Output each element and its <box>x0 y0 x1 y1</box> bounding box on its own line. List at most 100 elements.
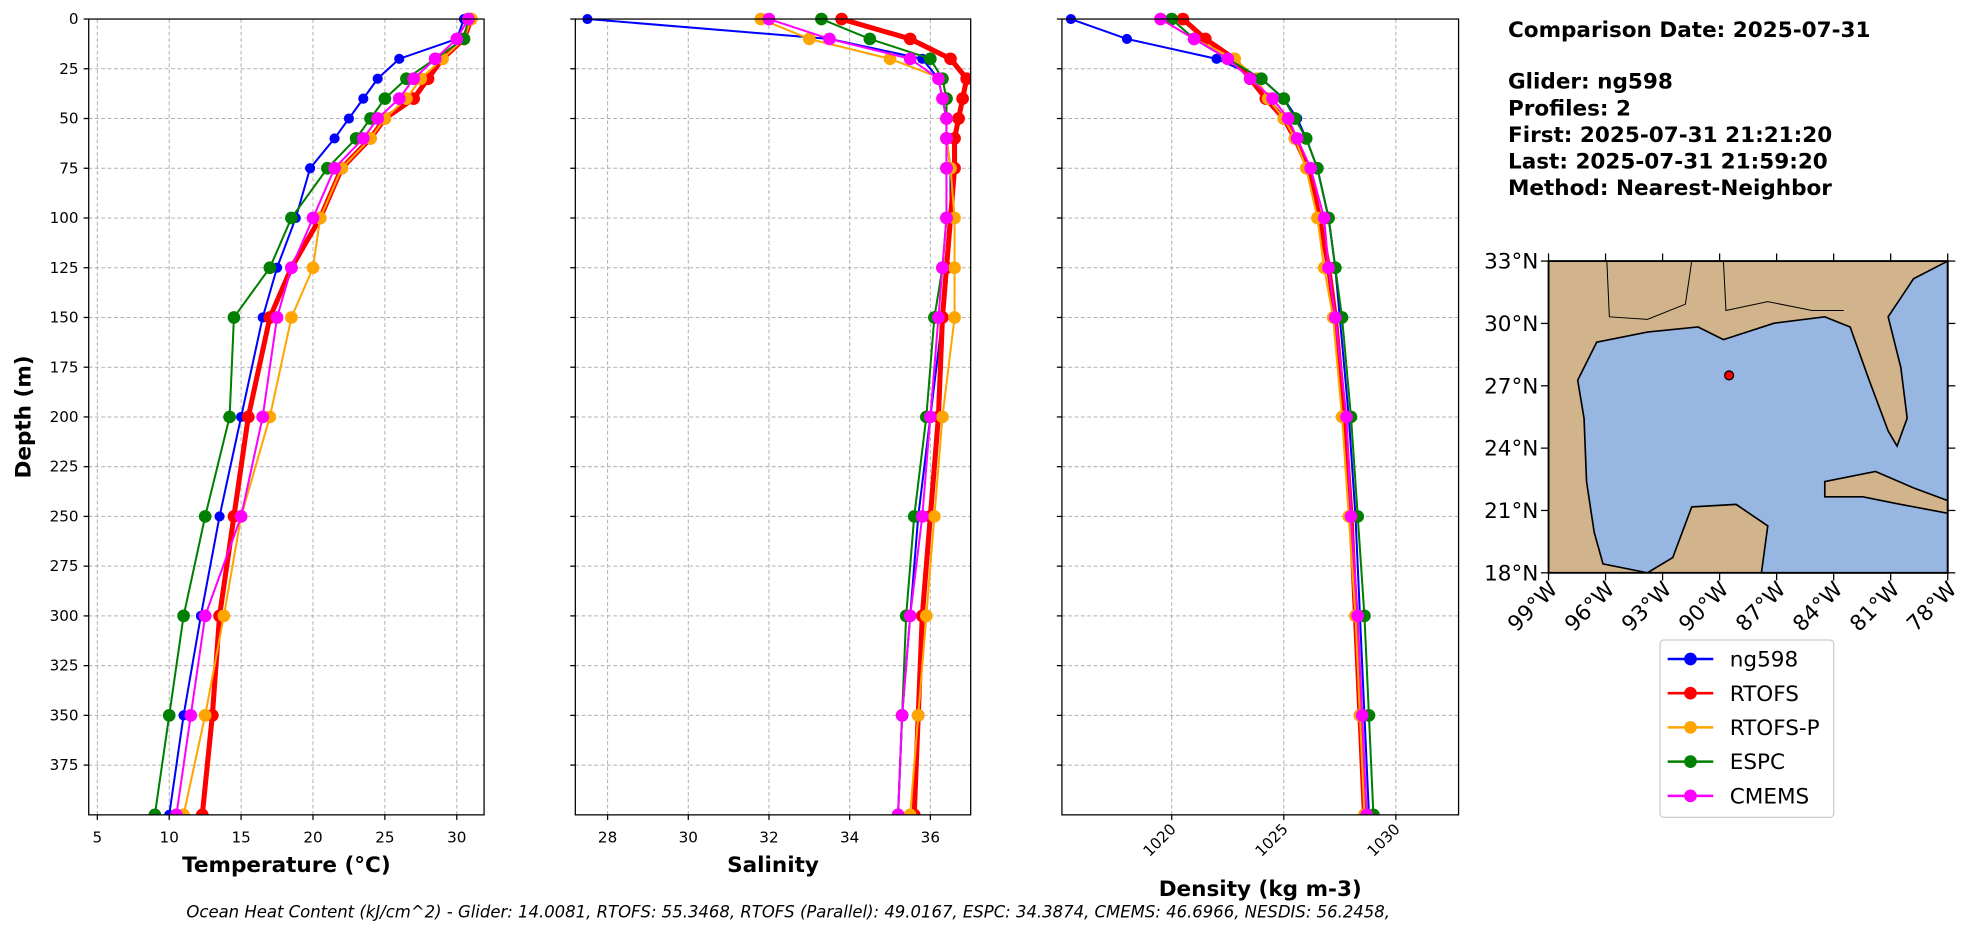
x-tick-label: 15 <box>231 829 250 847</box>
point <box>1328 311 1342 324</box>
point <box>170 808 183 815</box>
point <box>372 73 383 84</box>
x-tick-label: 36 <box>921 829 940 847</box>
point <box>932 72 945 86</box>
point <box>1355 709 1369 722</box>
y-tick-label: 175 <box>50 358 79 376</box>
point <box>198 609 212 623</box>
legend-label: ng598 <box>1730 648 1798 673</box>
legend-label: RTOFS-P <box>1730 716 1820 741</box>
point <box>1211 53 1222 64</box>
lon-label: 87°W <box>1731 577 1791 637</box>
point <box>911 709 925 722</box>
x-tick-label: 32 <box>759 829 778 847</box>
point <box>256 410 270 424</box>
point <box>936 261 949 275</box>
x-tick-label: 30 <box>447 829 466 847</box>
point <box>285 311 298 324</box>
x-tick-label: 5 <box>92 829 102 847</box>
point <box>1360 808 1374 815</box>
legend-label: RTOFS <box>1730 682 1799 707</box>
y-tick-label: 225 <box>50 458 79 476</box>
info-line: Profiles: 2 <box>1508 96 1631 121</box>
series-line <box>1171 18 1375 815</box>
legend <box>1659 639 1835 819</box>
lon-label: 78°W <box>1902 577 1962 637</box>
x-tick-label: 28 <box>598 829 617 847</box>
lat-label: 24°N <box>1484 437 1538 462</box>
axes-frame <box>574 18 972 816</box>
lat-label: 27°N <box>1484 374 1538 399</box>
point <box>960 72 971 86</box>
info-line: First: 2025-07-31 21:21:20 <box>1508 123 1832 148</box>
point <box>891 808 905 815</box>
point <box>450 32 464 46</box>
point <box>358 93 369 104</box>
point <box>1290 132 1304 145</box>
point <box>394 53 405 64</box>
point <box>285 211 298 225</box>
axes-frame <box>1061 18 1460 816</box>
point <box>948 261 961 275</box>
lon-label: 84°W <box>1788 577 1848 637</box>
series-line <box>175 18 470 815</box>
y-tick-label: 150 <box>50 309 79 327</box>
point <box>940 211 953 225</box>
point <box>356 132 370 145</box>
lon-label: 81°W <box>1845 577 1905 637</box>
lat-label: 30°N <box>1484 312 1538 337</box>
plot-area <box>148 12 478 815</box>
point <box>227 311 241 324</box>
point <box>944 52 957 66</box>
x-tick-label: 34 <box>840 829 859 847</box>
point <box>263 261 277 275</box>
x-tick-label: 1025 <box>1252 820 1292 860</box>
x-axis-label: Temperature (°C) <box>182 853 391 878</box>
series-line <box>168 18 465 815</box>
lon-label: 90°W <box>1674 577 1734 637</box>
point <box>305 163 316 174</box>
point <box>952 112 965 125</box>
y-tick-label: 75 <box>59 159 78 177</box>
y-tick-label: 100 <box>50 209 79 227</box>
y-tick-label: 200 <box>50 408 79 426</box>
x-axis-label: Density (kg m-3) <box>1159 877 1362 902</box>
point <box>924 410 937 424</box>
point <box>184 709 198 722</box>
map-borders <box>1722 261 1844 312</box>
axes-frame <box>88 18 485 816</box>
point <box>392 92 406 105</box>
plot-area <box>582 12 971 815</box>
point <box>1277 92 1291 105</box>
point <box>1281 112 1295 125</box>
point <box>428 52 442 66</box>
point <box>270 311 284 324</box>
legend-marker <box>1684 755 1697 768</box>
point <box>823 32 836 46</box>
point <box>919 609 933 623</box>
point <box>195 808 209 815</box>
point <box>895 709 909 722</box>
info-line: Last: 2025-07-31 21:59:20 <box>1508 150 1828 175</box>
point <box>903 32 917 46</box>
lat-label: 21°N <box>1484 499 1538 524</box>
info-line: Comparison Date: 2025-07-31 <box>1508 18 1871 43</box>
point <box>1344 510 1358 523</box>
point <box>241 410 255 424</box>
point <box>223 410 236 424</box>
point <box>1121 33 1132 45</box>
point <box>328 161 341 175</box>
map-frame <box>1547 260 1949 574</box>
glider-marker <box>1724 370 1735 381</box>
point <box>214 511 225 522</box>
point <box>936 410 949 424</box>
point <box>407 72 420 86</box>
y-tick-label: 375 <box>50 756 79 774</box>
series-line <box>153 18 470 815</box>
series-line <box>1181 17 1367 815</box>
legend-marker <box>1684 789 1697 803</box>
y-tick-label: 275 <box>50 557 79 575</box>
legend-label: CMEMS <box>1730 784 1809 809</box>
legend-marker <box>1684 721 1697 734</box>
legend-marker <box>1684 652 1697 666</box>
